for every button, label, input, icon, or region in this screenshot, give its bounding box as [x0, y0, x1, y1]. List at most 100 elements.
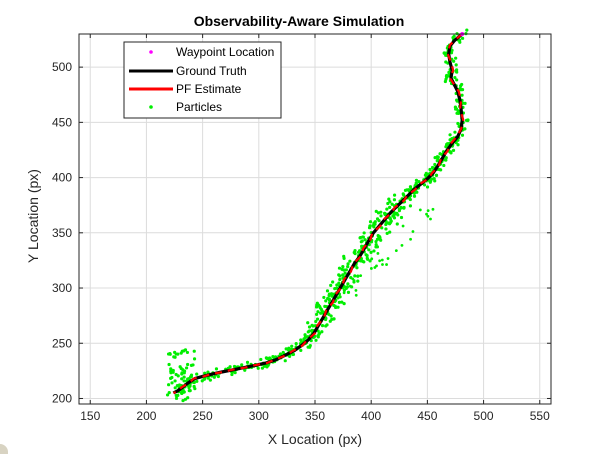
particle-point — [356, 274, 360, 278]
particle-point — [337, 266, 342, 270]
particle-point — [168, 351, 172, 356]
corner-decoration — [0, 444, 8, 454]
particle-point — [436, 158, 440, 162]
particle-point — [364, 253, 368, 257]
particle-point — [387, 197, 391, 201]
particle-point — [408, 185, 413, 189]
particle-point — [320, 330, 324, 334]
particle-point — [423, 173, 428, 177]
particle-point — [401, 192, 405, 196]
particle-point — [460, 93, 464, 97]
particle-point — [291, 352, 295, 357]
particle-point — [314, 305, 319, 309]
particle-point — [186, 362, 190, 367]
particle-point — [306, 345, 310, 349]
particle-point — [459, 84, 463, 88]
particle-point — [346, 282, 350, 286]
particle-point — [426, 209, 430, 213]
particle-point — [187, 389, 191, 393]
particle-point — [465, 28, 469, 32]
y-tick-label: 350 — [52, 226, 72, 240]
particle-point — [368, 259, 372, 263]
particle-point — [195, 372, 199, 376]
particle-point — [453, 130, 457, 134]
particle-point — [179, 391, 184, 395]
particle-point — [306, 321, 310, 325]
particle-point — [362, 260, 366, 264]
particle-point — [380, 258, 384, 262]
particle-point — [409, 237, 412, 241]
particle-point — [392, 193, 397, 197]
particle-point — [314, 338, 318, 342]
particle-point — [448, 138, 452, 142]
particle-point — [466, 118, 470, 123]
particle-point — [369, 250, 373, 254]
particle-point — [316, 310, 320, 314]
particle-point — [337, 300, 342, 304]
legend-particles-label: Particles — [176, 100, 222, 114]
particle-point — [342, 256, 346, 260]
particle-point — [401, 224, 405, 228]
legend-entry-particles: Particles — [149, 100, 222, 114]
particle-point — [460, 133, 465, 137]
particle-point — [256, 366, 260, 370]
particle-point — [392, 213, 396, 217]
particle-point — [456, 109, 460, 113]
x-tick-label: 200 — [136, 409, 156, 423]
particle-point — [444, 77, 448, 81]
particle-point — [369, 267, 373, 270]
particle-point — [379, 238, 383, 242]
particle-point — [281, 350, 285, 355]
particle-point — [334, 305, 338, 310]
legend-entry-pf-estimate: PF Estimate — [129, 82, 242, 96]
y-tick-label: 250 — [52, 336, 72, 350]
particle-point — [259, 357, 263, 362]
particle-point — [325, 289, 330, 293]
particle-point — [176, 374, 180, 378]
particle-point — [388, 205, 392, 209]
particle-point — [381, 263, 384, 266]
particle-point — [445, 142, 449, 147]
particle-point — [361, 235, 365, 239]
particle-point — [167, 383, 171, 387]
particle-point — [408, 204, 413, 208]
x-tick-label: 500 — [474, 409, 494, 423]
y-tick-label: 400 — [52, 171, 72, 185]
particle-point — [433, 156, 437, 160]
particle-point — [212, 375, 216, 379]
particle-point — [452, 34, 456, 38]
particle-point — [372, 225, 376, 229]
particle-point — [329, 292, 334, 296]
particle-point — [385, 207, 389, 211]
particle-point — [375, 245, 380, 249]
particle-point — [395, 222, 399, 226]
particle-point — [195, 379, 199, 383]
particle-point — [287, 346, 291, 350]
particle-point — [383, 213, 387, 217]
particle-point — [214, 367, 219, 371]
particle-point — [444, 60, 448, 64]
particle-point — [245, 360, 250, 364]
particle-point — [167, 391, 171, 395]
particle-point — [359, 274, 363, 278]
particle-point — [233, 371, 237, 375]
particle-point — [182, 349, 186, 353]
particle-point — [367, 248, 371, 252]
particle-point — [376, 252, 380, 255]
particle-point — [455, 111, 459, 115]
particle-point — [167, 362, 171, 367]
particle-point — [451, 148, 456, 152]
particle-point — [185, 350, 190, 355]
particle-point — [187, 386, 191, 390]
particle-point — [216, 374, 220, 379]
particle-point — [455, 78, 459, 82]
particle-point — [392, 198, 397, 202]
particle-point — [169, 367, 173, 371]
pf-estimate-line — [172, 33, 465, 395]
particle-point — [368, 224, 372, 228]
particle-point — [456, 121, 460, 126]
particle-point — [206, 370, 210, 374]
particle-point — [326, 296, 330, 301]
particle-point — [180, 371, 184, 375]
particle-point — [320, 323, 325, 328]
